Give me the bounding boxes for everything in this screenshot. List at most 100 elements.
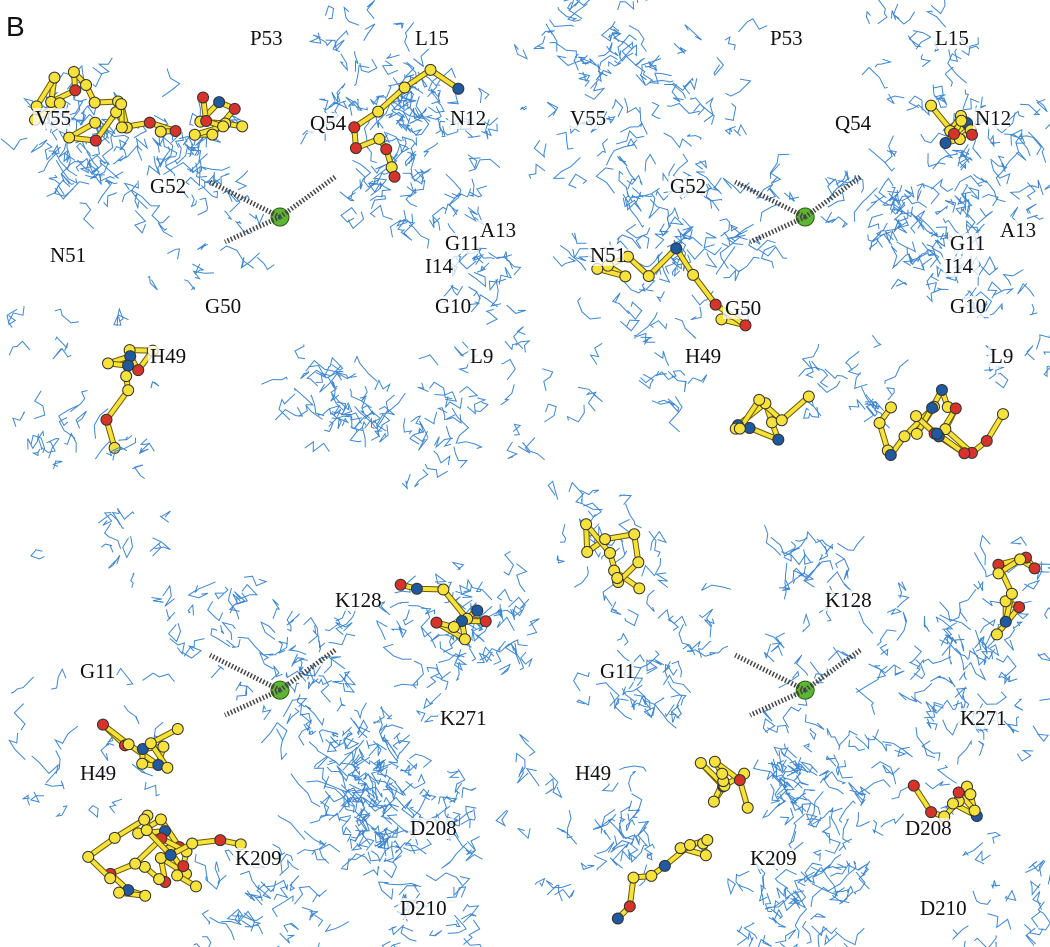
atom [215,835,226,846]
mesh-line [636,58,645,74]
mesh-line [514,327,526,343]
atom [620,271,631,282]
atom [139,814,150,825]
mesh-line [158,223,173,237]
mesh-line [360,59,377,72]
mesh-line [45,781,64,790]
mesh-line [462,788,476,798]
residue-label: L9 [990,344,1013,368]
atom [581,519,592,530]
mesh-line [990,304,1002,315]
page: P53L15V55Q54N12G52A13N51G11I14G10G50H49L… [0,0,1050,947]
mesh-line [101,544,113,552]
mesh-line [150,542,161,556]
residue-label: G10 [950,294,986,318]
mesh-line [795,909,807,939]
mesh-line [881,814,904,827]
mesh-line [880,644,888,655]
mesh-line [704,98,713,121]
hydrogen-bond [805,177,860,217]
mesh-line [132,465,144,479]
mesh-line [489,252,508,262]
mesh-line [269,637,288,655]
mesh-line [987,833,1000,844]
mesh-line [871,762,895,785]
mesh-line [163,586,175,607]
mesh-line [1025,346,1035,360]
mesh-line [108,555,119,568]
mesh-line [548,481,558,499]
atom [438,584,449,595]
mesh-line [223,623,236,641]
residue-label: G52 [150,174,186,198]
mesh-line [34,391,45,419]
mesh-line [197,244,208,250]
mesh-line [720,219,730,237]
mesh-line [714,57,724,75]
atom [600,534,611,545]
mesh-line [355,51,359,71]
structure-drawing [1,0,1050,947]
mesh-line [408,606,429,628]
atom [953,787,964,798]
mesh-line [80,203,94,229]
mesh-line [318,409,331,416]
mesh-line [819,771,830,781]
mesh-line [875,59,890,67]
mesh-line [211,629,230,647]
mesh-line [688,375,707,384]
mesh-line [299,728,310,746]
mesh-line [468,272,485,286]
mesh-line [1028,182,1036,199]
atom [90,117,101,128]
mesh-line [885,136,893,163]
atom [155,814,166,825]
mesh-line [400,195,417,206]
mesh-line [273,599,280,619]
mesh-line [1044,350,1050,361]
mesh-line [55,726,78,750]
mesh-line [728,879,736,894]
atom [218,121,229,132]
mesh-line [90,162,108,175]
mesh-line [393,741,409,753]
residue-label: K209 [235,846,282,870]
mesh-line [696,161,707,170]
mesh-line [795,790,816,803]
mesh-line [959,941,967,947]
mesh-line [445,426,452,446]
atom [178,861,189,872]
mesh-line [105,523,121,549]
mesh-line [468,155,481,169]
residue-label: V55 [570,106,606,130]
mesh-line [425,412,437,424]
mesh-line [843,819,850,842]
mesh-line [98,514,120,525]
mesh-line [627,175,642,185]
mesh-line [922,741,940,761]
atom [1015,554,1026,565]
mesh-line [960,589,977,621]
mesh-line [908,32,920,46]
mesh-line [499,664,510,674]
mesh-line [427,668,450,678]
mesh-line [862,68,888,89]
mesh-line [672,371,685,377]
mesh-line [994,943,1003,947]
atom [83,851,94,862]
mesh-line [720,243,729,268]
mesh-line [576,493,603,509]
mesh-line [923,185,939,204]
mesh-line [57,806,67,816]
mesh-line [305,705,324,725]
mesh-line [383,61,398,75]
mesh-line [859,179,864,193]
mesh-line [325,6,333,19]
mesh-line [384,644,412,659]
mesh-line [647,590,655,612]
mesh-line [636,75,646,86]
atom [742,802,753,813]
atom [628,872,639,883]
mesh-line [280,861,299,876]
mesh-line [328,740,339,752]
